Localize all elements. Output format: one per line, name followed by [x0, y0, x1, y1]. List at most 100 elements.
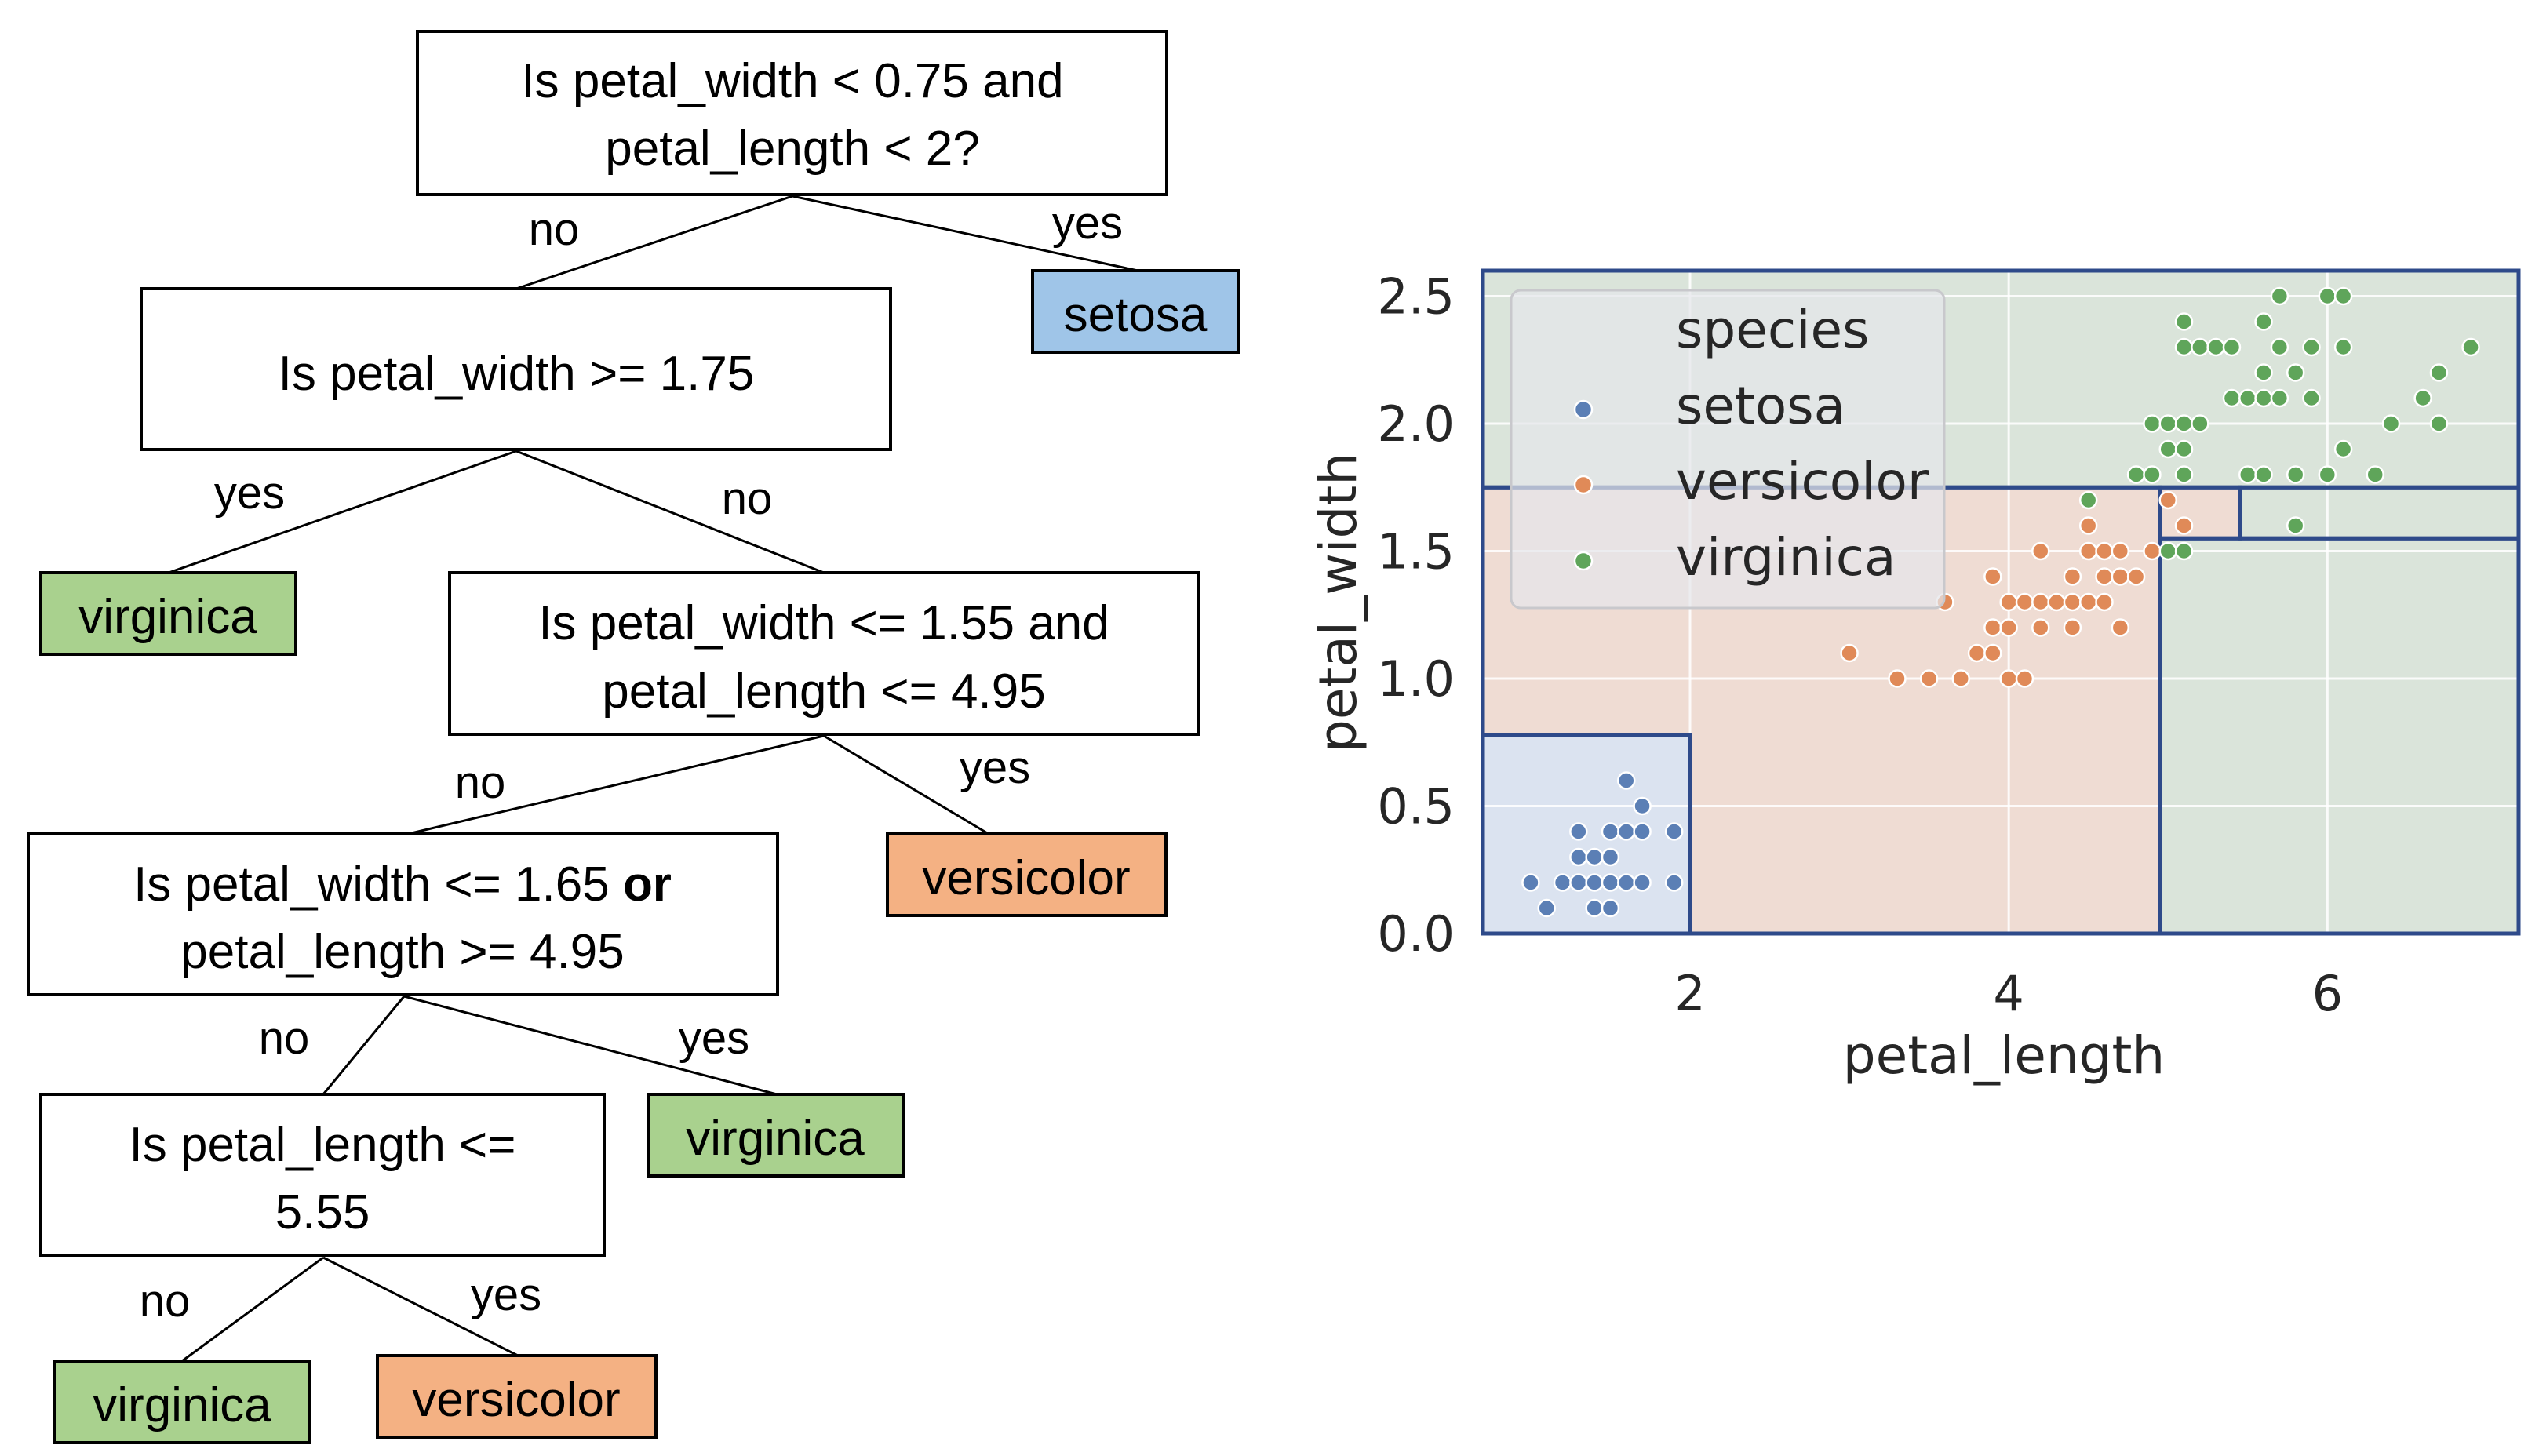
leaf-virginica-2-label: virginica — [686, 1112, 865, 1166]
point-versicolor — [2095, 567, 2114, 586]
region-border-5 — [1481, 733, 1692, 936]
node-q4-line1: Is petal_width <= 1.65 or — [133, 857, 672, 912]
point-versicolor — [1983, 643, 2002, 663]
point-virginica — [2286, 516, 2305, 535]
point-setosa — [1569, 822, 1588, 841]
legend-marker-versicolor — [1573, 475, 1594, 495]
region-virginica-4 — [2239, 487, 2519, 539]
y-tick-label: 1.5 — [1377, 523, 1455, 581]
point-virginica — [2191, 337, 2209, 357]
point-virginica — [2318, 465, 2337, 484]
point-virginica — [2158, 541, 2177, 561]
point-setosa — [1664, 873, 1684, 892]
point-virginica — [2366, 465, 2384, 484]
point-versicolor — [2111, 541, 2130, 561]
point-versicolor — [2078, 592, 2098, 612]
point-setosa — [1617, 771, 1636, 790]
point-virginica — [2078, 490, 2098, 510]
leaf-virginica-1-label: virginica — [78, 590, 257, 644]
point-virginica — [2270, 337, 2289, 357]
point-versicolor — [2015, 592, 2034, 612]
leaf-virginica-2: virginica — [647, 1093, 905, 1178]
point-virginica — [2461, 337, 2480, 357]
node-q4-text-a: Is petal_width <= 1.65 — [133, 857, 623, 912]
edge-q2-no — [515, 450, 825, 574]
point-virginica — [2254, 363, 2273, 382]
x-tick-label: 6 — [2312, 965, 2343, 1022]
point-versicolor — [2095, 592, 2114, 612]
node-q5-line1: Is petal_length <= — [129, 1118, 516, 1172]
point-versicolor — [2078, 541, 2098, 561]
edge-label-q1-no: no — [529, 204, 580, 255]
leaf-virginica-3-label: virginica — [93, 1378, 271, 1432]
edge-label-q5-yes: yes — [471, 1269, 541, 1320]
point-virginica — [2270, 286, 2289, 306]
data-points — [1521, 286, 2480, 918]
node-q4-or: or — [623, 857, 672, 912]
point-versicolor — [1951, 669, 1970, 688]
point-versicolor — [1888, 669, 1907, 688]
edge-label-q1-yes: yes — [1052, 198, 1123, 249]
point-versicolor — [2095, 541, 2114, 561]
point-versicolor — [2174, 516, 2194, 535]
legend-label-virginica: virginica — [1676, 527, 1896, 588]
edge-q1-yes — [792, 195, 1138, 272]
node-q5-line2: 5.55 — [275, 1185, 370, 1239]
x-tick-label: 4 — [1993, 965, 2024, 1022]
node-q3-line1: Is petal_width <= 1.55 and — [538, 596, 1109, 650]
point-setosa — [1664, 822, 1684, 841]
legend-marker-setosa — [1573, 399, 1594, 420]
edge-label-q4-no: no — [259, 1013, 310, 1064]
point-setosa — [1537, 898, 1556, 918]
edge-label-q3-no: no — [455, 757, 506, 808]
node-q3-line2: petal_length <= 4.95 — [602, 664, 1045, 719]
point-virginica — [2286, 465, 2305, 484]
point-virginica — [2333, 337, 2353, 357]
node-q4-line2: petal_length >= 4.95 — [180, 925, 624, 979]
region-virginica-2 — [2160, 538, 2519, 934]
point-versicolor — [1983, 567, 2002, 586]
node-q2-line1: Is petal_width >= 1.75 — [279, 347, 755, 401]
point-virginica — [2333, 439, 2353, 459]
point-setosa — [1601, 873, 1620, 892]
point-versicolor — [1999, 618, 2018, 637]
node-q4: Is petal_width <= 1.65 or petal_length >… — [27, 832, 779, 996]
legend-label-versicolor: versicolor — [1676, 451, 1929, 511]
point-virginica — [2222, 388, 2242, 408]
edge-q4-yes — [403, 995, 778, 1096]
point-virginica — [2174, 414, 2194, 433]
leaf-setosa: setosa — [1031, 269, 1240, 354]
point-versicolor — [1999, 592, 2018, 612]
point-setosa — [1633, 873, 1652, 892]
point-versicolor — [2143, 541, 2162, 561]
point-versicolor — [2031, 618, 2050, 637]
point-versicolor — [2111, 567, 2130, 586]
point-versicolor — [1840, 643, 1859, 663]
leaf-setosa-label: setosa — [1064, 288, 1208, 342]
legend-label-setosa: setosa — [1676, 376, 1845, 436]
point-virginica — [2429, 363, 2449, 382]
axis-ticks: 2 4 6 0.0 0.5 1.0 1.5 2.0 2.5 — [1377, 268, 2343, 1023]
edge-label-q5-no: no — [140, 1276, 191, 1327]
edge-q5-no — [181, 1256, 324, 1363]
y-tick-label: 1.0 — [1377, 650, 1455, 708]
point-setosa — [1585, 873, 1604, 892]
point-virginica — [2126, 465, 2146, 484]
legend-box — [1510, 289, 1946, 610]
node-q5: Is petal_length <= 5.55 — [39, 1093, 606, 1257]
leaf-versicolor-1-label: versicolor — [922, 851, 1130, 905]
point-setosa — [1617, 873, 1636, 892]
point-versicolor — [2126, 567, 2146, 586]
point-versicolor — [2047, 592, 2066, 612]
point-virginica — [2174, 312, 2194, 331]
node-q1-line1: Is petal_width < 0.75 and — [521, 54, 1063, 108]
point-setosa — [1633, 822, 1652, 841]
point-virginica — [2174, 439, 2194, 459]
point-virginica — [2174, 337, 2194, 357]
point-setosa — [1569, 873, 1588, 892]
edge-q1-no — [515, 195, 793, 290]
point-setosa — [1617, 822, 1636, 841]
node-q2: Is petal_width >= 1.75 — [140, 287, 892, 451]
